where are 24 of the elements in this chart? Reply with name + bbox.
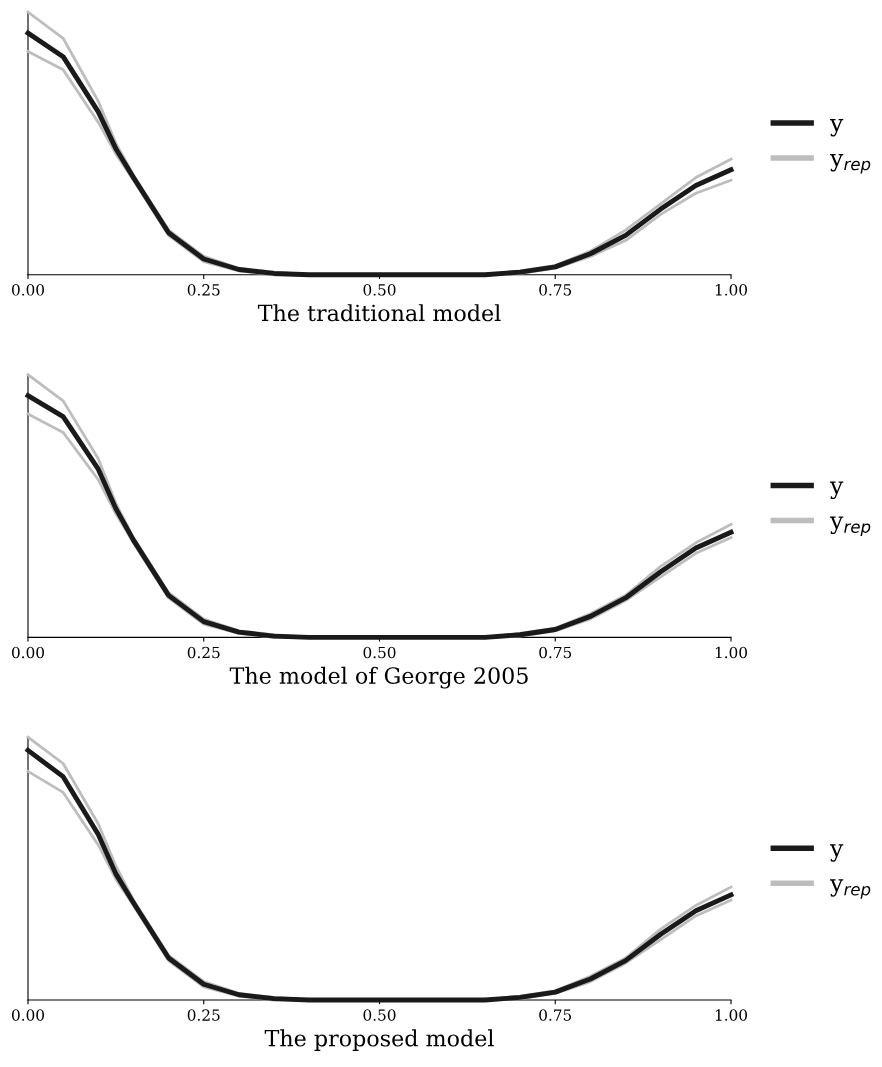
x-tick-label: 0.25	[187, 1009, 220, 1021]
x-tick-label: 1.00	[715, 284, 747, 296]
legend-label: y	[829, 844, 844, 862]
x-tick-label: 1.00	[715, 646, 747, 659]
legend-label: y$_{rep}$	[829, 879, 871, 899]
x-tick-label: 0.75	[539, 1009, 572, 1021]
legend-label: y	[829, 481, 844, 500]
x-tick-label: 0.75	[539, 284, 572, 296]
x-tick-label: 0.50	[363, 1009, 396, 1021]
x-tick-label: 0.00	[12, 1009, 44, 1021]
x-tick-label: 0.50	[363, 284, 396, 296]
legend-label: y	[829, 118, 844, 137]
x-tick-label: 0.25	[187, 646, 220, 659]
x-tick-label: 0.25	[187, 284, 220, 296]
x-tick-label: 0.00	[12, 284, 44, 296]
x-tick-label: 0.75	[539, 646, 572, 659]
x-axis-title: The traditional model	[257, 304, 501, 322]
x-tick-label: 1.00	[715, 1009, 747, 1021]
legend-label: y$_{rep}$	[829, 516, 871, 537]
x-axis-title: The model of George 2005	[229, 666, 528, 689]
x-axis-title: The proposed model	[264, 1029, 494, 1051]
legend-label: y$_{rep}$	[829, 153, 871, 174]
x-tick-label: 0.50	[363, 646, 396, 659]
x-tick-label: 0.00	[12, 646, 44, 659]
